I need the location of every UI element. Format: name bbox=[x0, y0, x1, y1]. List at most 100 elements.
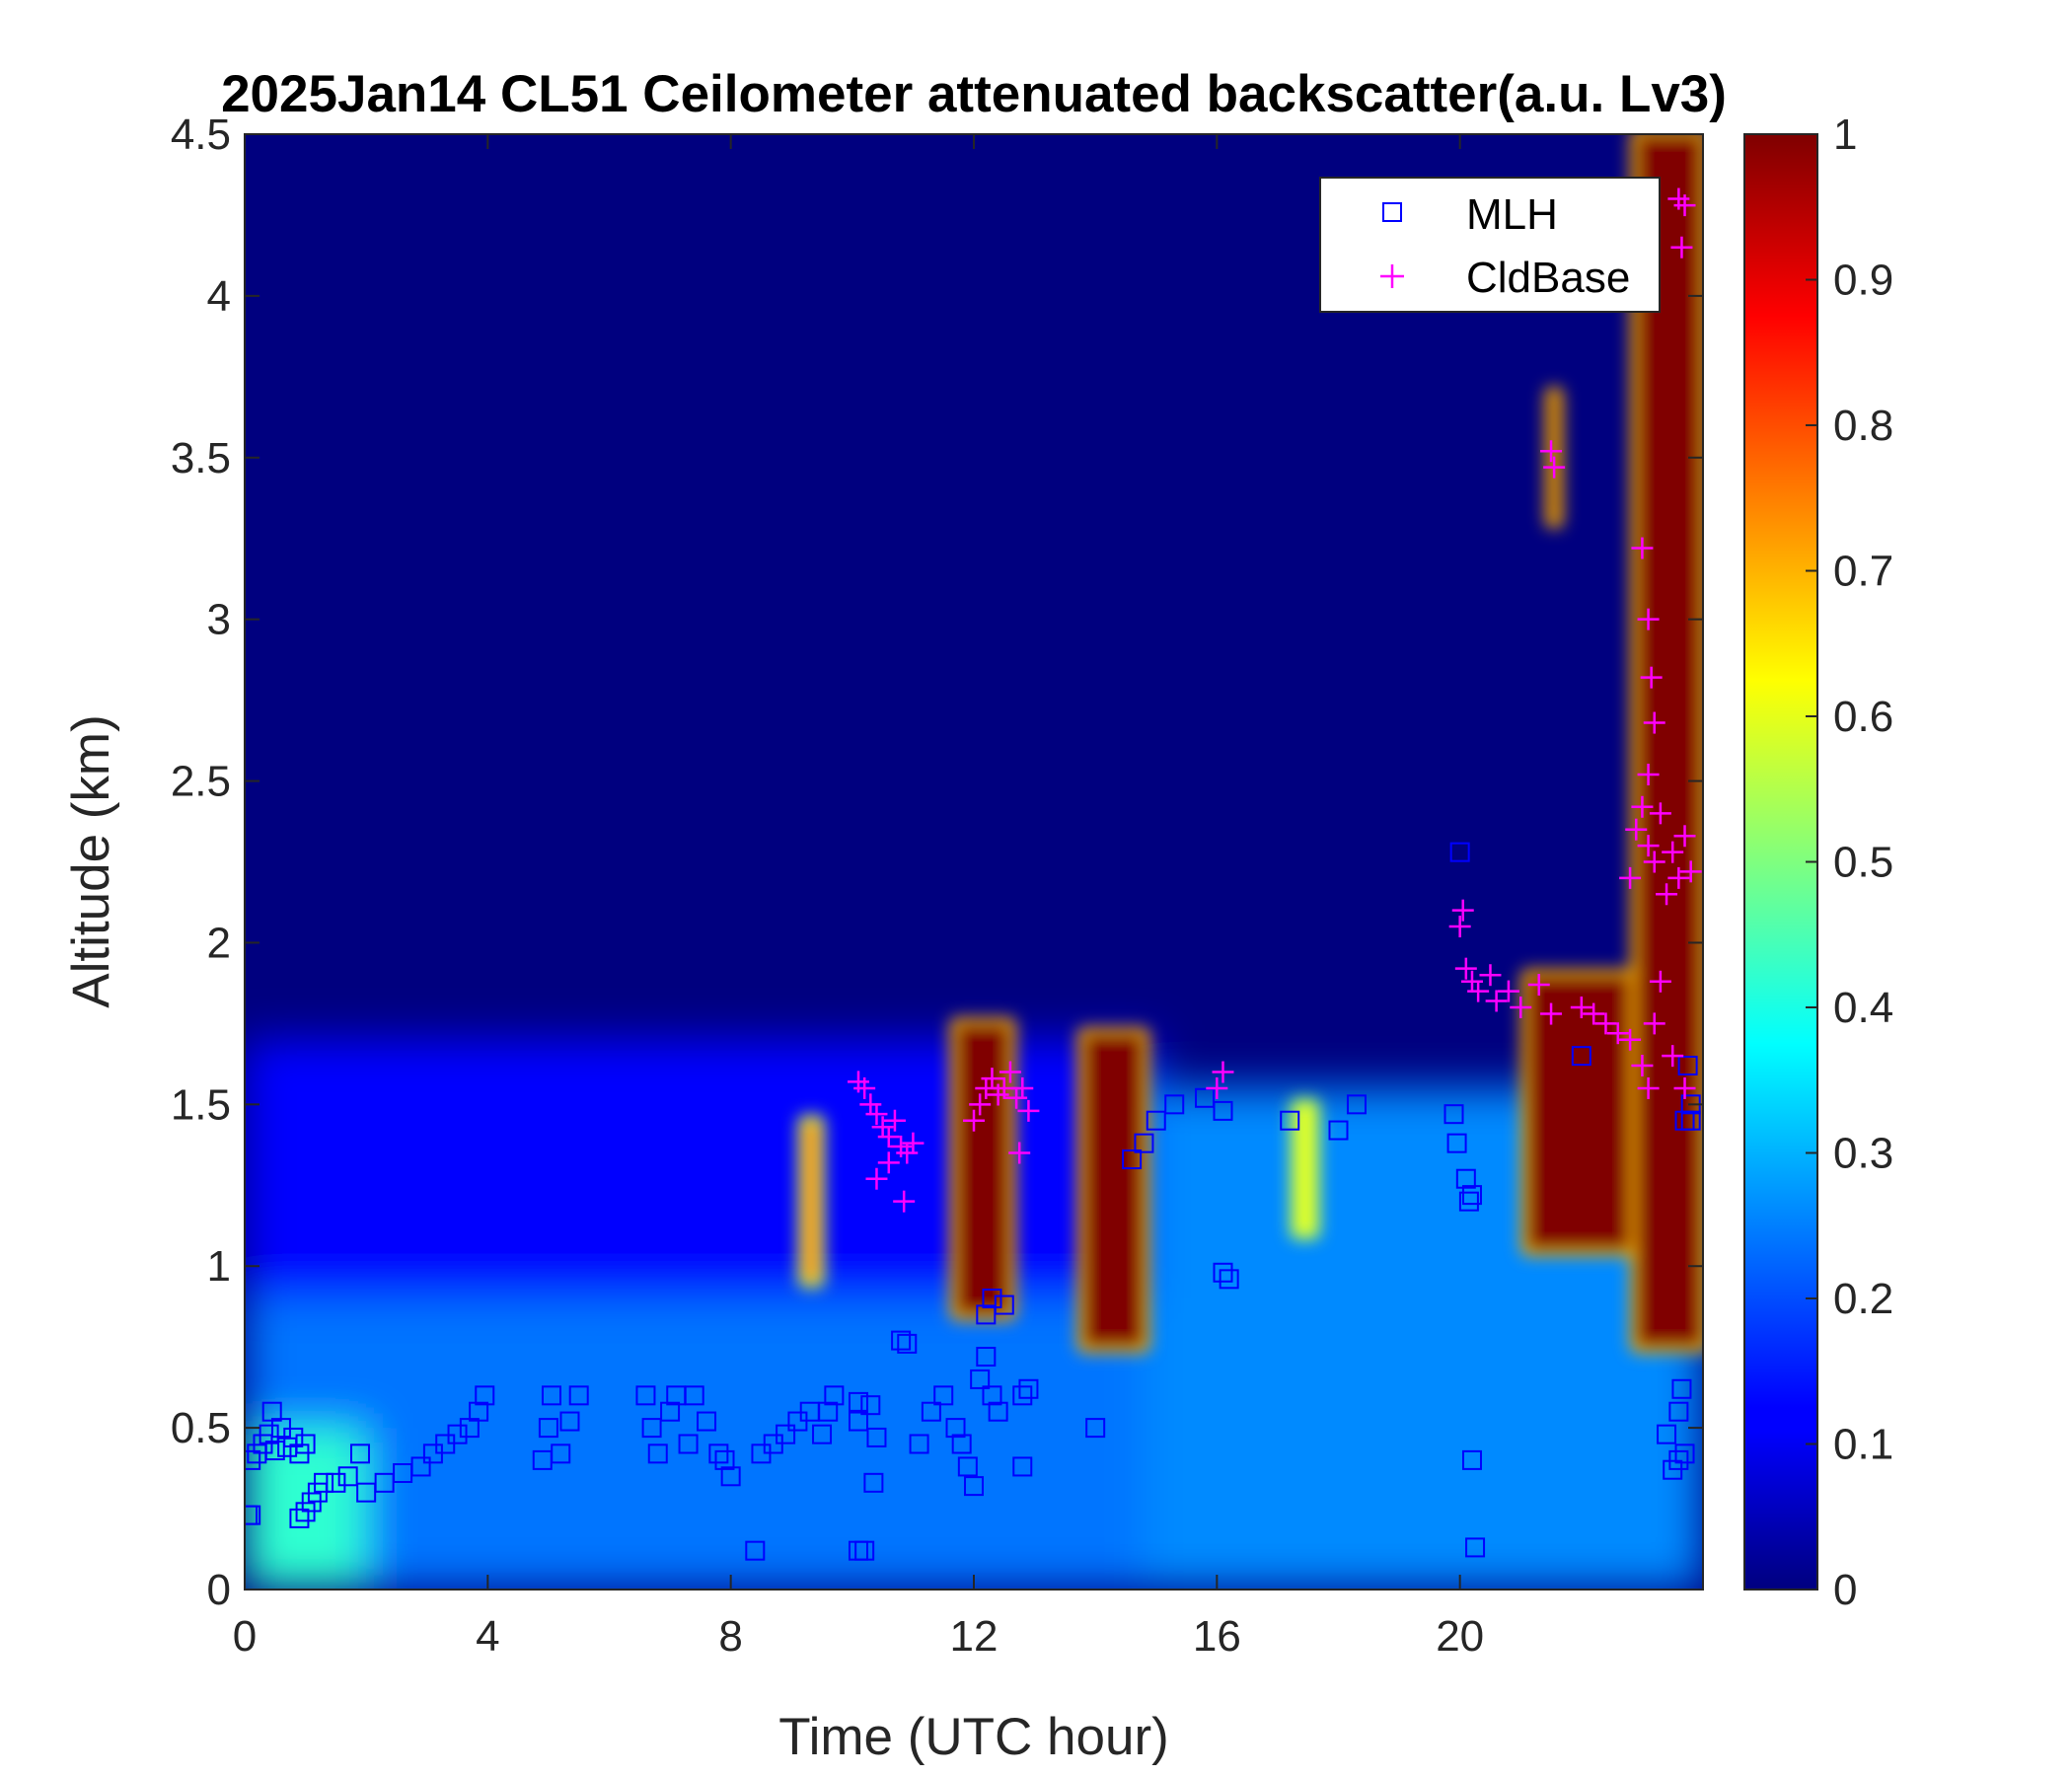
mlh-marker bbox=[568, 1385, 589, 1406]
y-tick-label: 1.5 bbox=[171, 1080, 231, 1129]
y-tick-label: 4.5 bbox=[171, 111, 231, 159]
cldbase-marker bbox=[1448, 916, 1471, 938]
cldbase-marker bbox=[1583, 1002, 1605, 1025]
y-tick-label: 2 bbox=[207, 919, 231, 967]
cldbase-marker bbox=[902, 1132, 925, 1154]
mlh-marker bbox=[245, 1449, 261, 1470]
mlh-marker bbox=[1219, 1269, 1239, 1290]
mlh-marker bbox=[1012, 1456, 1033, 1477]
mlh-marker bbox=[976, 1347, 997, 1367]
mlh-marker bbox=[848, 1391, 868, 1412]
mlh-marker bbox=[1280, 1110, 1300, 1131]
mlh-marker bbox=[1461, 1449, 1482, 1470]
cloud-region bbox=[1082, 1033, 1145, 1348]
mlh-marker bbox=[1134, 1133, 1154, 1153]
mlh-marker bbox=[541, 1385, 561, 1406]
cldbase-marker bbox=[877, 1151, 900, 1174]
mlh-marker bbox=[848, 1411, 868, 1432]
mlh-marker bbox=[551, 1443, 571, 1464]
mlh-marker bbox=[337, 1466, 358, 1487]
cldbase-marker bbox=[993, 1076, 1015, 1099]
mlh-marker bbox=[635, 1385, 656, 1406]
mlh-marker bbox=[1446, 1133, 1467, 1153]
mlh-marker bbox=[854, 1540, 875, 1561]
mlh-marker bbox=[684, 1385, 704, 1406]
y-tick-label: 0.5 bbox=[171, 1404, 231, 1452]
plot-area bbox=[244, 133, 1704, 1591]
colorbar-ticks: 0 0.1 0.2 0.3 0.4 0.5 0.6 0.7 0.8 0.9 1 bbox=[1806, 111, 1893, 1614]
mlh-marker bbox=[1195, 1087, 1216, 1108]
cldbase-marker bbox=[1606, 1022, 1629, 1045]
mlh-marker bbox=[1018, 1378, 1039, 1399]
cloud-region bbox=[1295, 1104, 1314, 1234]
mlh-marker bbox=[1455, 1168, 1476, 1189]
legend-mlh-label: MLH bbox=[1466, 190, 1558, 239]
mlh-marker bbox=[863, 1472, 884, 1493]
cldbase-marker bbox=[1467, 980, 1490, 1002]
cldbase-marker bbox=[999, 1061, 1021, 1083]
mlh-marker bbox=[1213, 1262, 1233, 1283]
cldbase-marker bbox=[1619, 1028, 1642, 1051]
y-axis: 0 0.5 1 1.5 2 2.5 3 3.5 4 4.5 bbox=[171, 111, 1703, 1614]
cldbase-marker bbox=[1527, 974, 1550, 997]
mlh-marker bbox=[945, 1418, 966, 1439]
mlh-marker bbox=[697, 1411, 717, 1432]
cldbase-marker bbox=[1631, 537, 1654, 559]
mlh-marker bbox=[1213, 1100, 1233, 1121]
cloud-region bbox=[1526, 975, 1637, 1250]
colorbar-tick-label: 0.7 bbox=[1833, 548, 1893, 596]
cldbase-marker bbox=[1011, 1076, 1034, 1099]
cldbase-marker bbox=[1570, 997, 1592, 1018]
cldbase-marker bbox=[1637, 1076, 1660, 1099]
mlh-marker bbox=[447, 1424, 468, 1444]
y-tick-label: 0 bbox=[207, 1566, 231, 1614]
mlh-marker bbox=[891, 1330, 912, 1351]
legend-mlh-marker bbox=[1382, 202, 1402, 222]
mlh-marker bbox=[921, 1401, 941, 1422]
colorbar-tick-label: 1 bbox=[1833, 111, 1857, 159]
mlh-marker bbox=[951, 1434, 972, 1454]
colorbar-tick-label: 0.3 bbox=[1833, 1130, 1893, 1178]
mlh-marker bbox=[1461, 1185, 1482, 1206]
y-tick-label: 1 bbox=[207, 1242, 231, 1291]
cldbase-marker bbox=[1643, 851, 1665, 873]
cldbase-marker bbox=[1008, 1142, 1031, 1164]
cldbase-marker bbox=[1619, 866, 1642, 889]
cldbase-marker bbox=[969, 1093, 992, 1116]
mlh-marker bbox=[1674, 1443, 1695, 1464]
cldbase-marker bbox=[1625, 818, 1648, 841]
cldbase-marker bbox=[865, 1103, 888, 1126]
mlh-marker bbox=[1465, 1537, 1486, 1558]
cldbase-marker bbox=[1649, 802, 1671, 825]
mlh-marker bbox=[1122, 1149, 1143, 1170]
mlh-marker bbox=[283, 1427, 304, 1447]
y-axis-label: Altitude (km) bbox=[62, 714, 120, 1007]
cldbase-marker bbox=[1451, 899, 1474, 922]
colorbar-tick-label: 0.6 bbox=[1833, 693, 1893, 741]
y-tick-label: 3.5 bbox=[171, 434, 231, 482]
mlh-marker bbox=[1680, 1110, 1701, 1131]
mlh-marker bbox=[1671, 1378, 1692, 1399]
x-tick-label: 16 bbox=[1193, 1612, 1241, 1661]
markers bbox=[245, 187, 1702, 1561]
y-tick-label: 2.5 bbox=[171, 758, 231, 806]
mlh-marker bbox=[1657, 1424, 1677, 1444]
mlh-marker bbox=[982, 1385, 1002, 1406]
mlh-marker bbox=[475, 1385, 495, 1406]
colorbar: 0 0.1 0.2 0.3 0.4 0.5 0.6 0.7 0.8 0.9 1 bbox=[1743, 111, 1893, 1614]
cldbase-marker bbox=[1637, 764, 1660, 785]
cldbase-marker bbox=[981, 1068, 1003, 1090]
mlh-marker bbox=[818, 1401, 839, 1422]
cldbase-marker bbox=[1540, 440, 1563, 463]
mlh-marker bbox=[1146, 1110, 1166, 1131]
mlh-marker bbox=[708, 1443, 729, 1464]
y-tick-label: 3 bbox=[207, 596, 231, 644]
cldbase-marker bbox=[1643, 1012, 1665, 1035]
mlh-marker bbox=[245, 1505, 261, 1525]
cldbase-marker bbox=[1540, 1002, 1563, 1025]
mlh-marker bbox=[745, 1540, 766, 1561]
colorbar-gradient bbox=[1743, 133, 1818, 1591]
mlh-marker bbox=[824, 1385, 845, 1406]
cldbase-marker bbox=[1631, 795, 1654, 818]
